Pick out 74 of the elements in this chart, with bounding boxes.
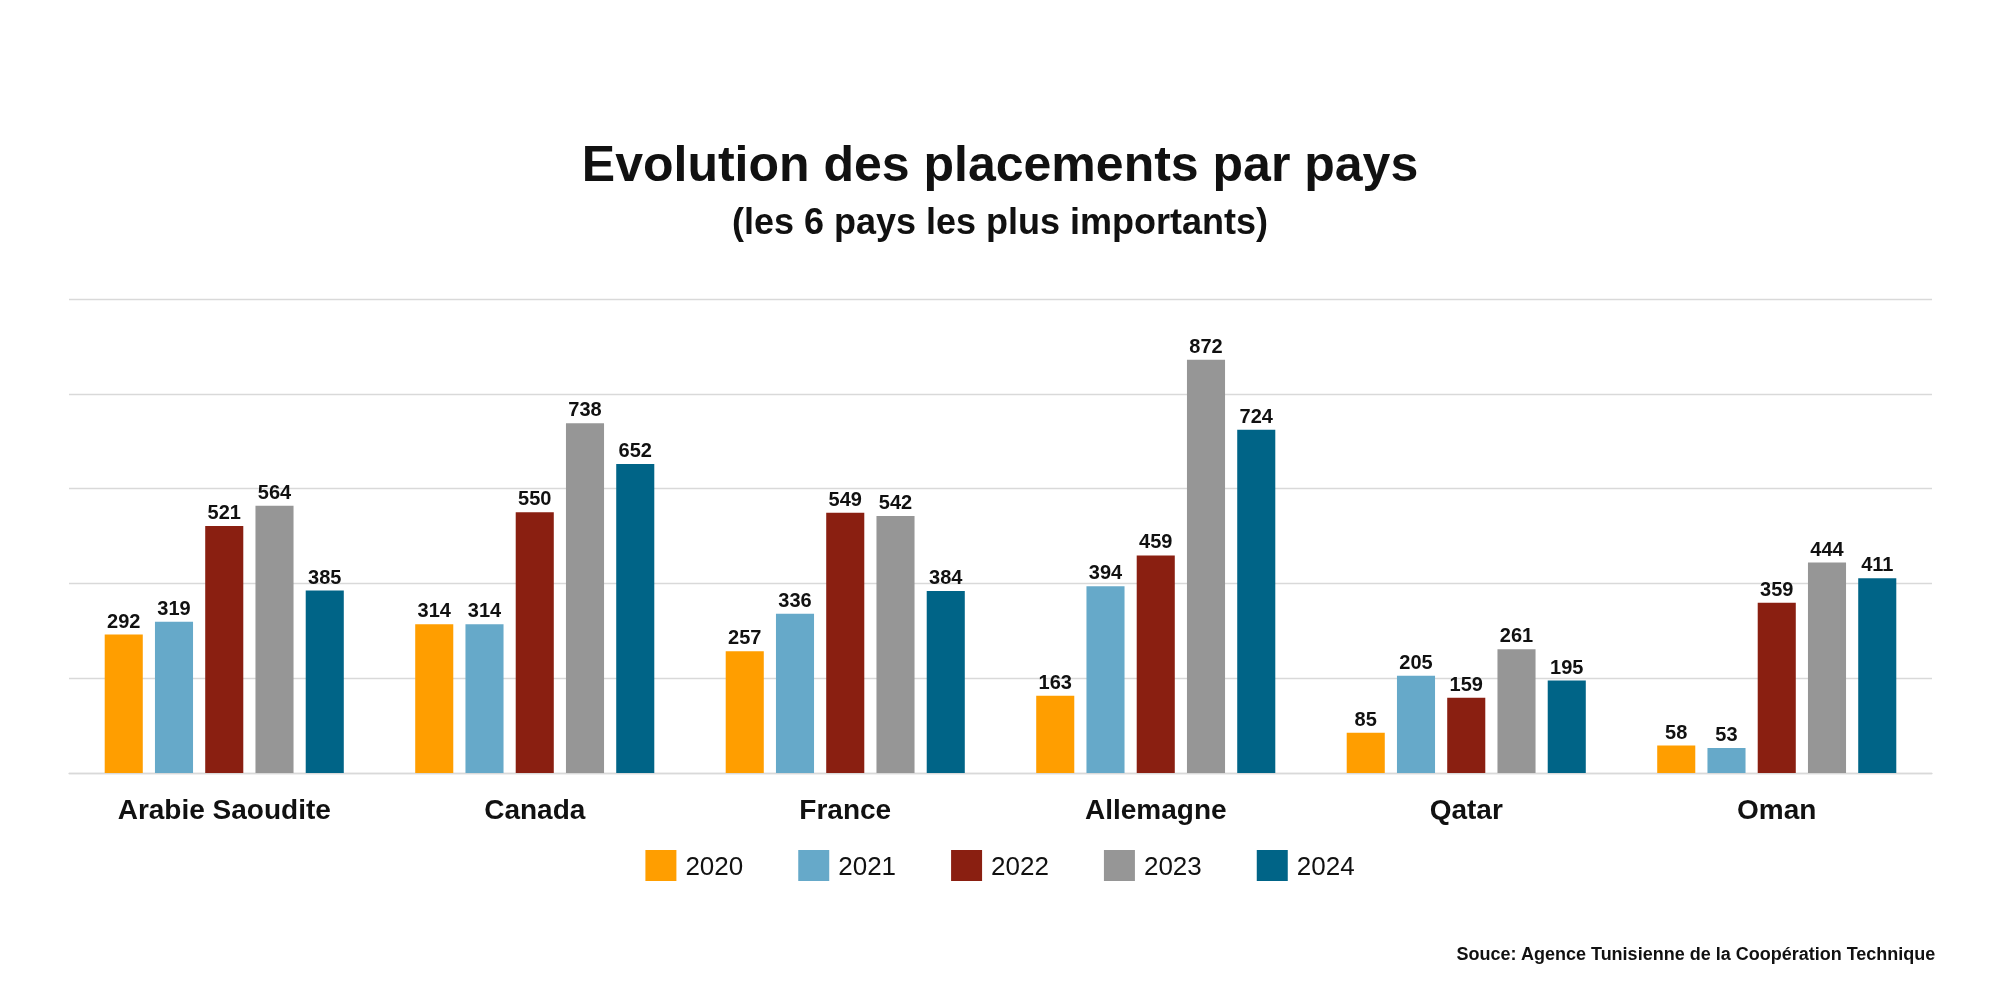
bar (1547, 680, 1586, 773)
data-label: 872 (1189, 334, 1223, 357)
text: Souce: Agence Tunisienne de la Coopération Technique (1456, 944, 1936, 964)
data-label: 724 (1239, 404, 1274, 427)
data-label: 550 (518, 487, 552, 510)
data-label: 411 (1861, 553, 1894, 576)
bar (104, 634, 143, 773)
bar (876, 516, 915, 773)
data-label: 159 (1449, 672, 1483, 695)
bar (1447, 697, 1486, 773)
bar (1707, 747, 1746, 773)
data-label: 314 (467, 599, 503, 622)
data-label: 564 (257, 480, 293, 503)
bar (1186, 359, 1226, 773)
bar (1657, 745, 1696, 773)
chart-subtitle: (les 6 pays les plus importants) (731, 200, 1269, 242)
bar (205, 526, 244, 773)
data-label: 549 (828, 487, 862, 510)
data-label: 292 (107, 609, 141, 632)
data-label: 336 (778, 588, 812, 611)
bar (1396, 675, 1436, 773)
bar (1807, 562, 1847, 773)
data-label: 652 (618, 438, 652, 461)
data-label: 359 (1760, 577, 1794, 600)
legend-label: 2024 (1296, 850, 1355, 881)
data-label: 319 (157, 596, 191, 619)
legend-label: 2022 (991, 850, 1049, 881)
data-label: 261 (1499, 624, 1534, 647)
x-tick-label: Oman (1737, 793, 1817, 825)
data-label: 163 (1038, 670, 1072, 693)
data-label: 542 (878, 491, 913, 514)
data-label: 85 (1354, 707, 1377, 730)
legend-label: 2023 (1143, 850, 1202, 881)
data-label: 205 (1399, 650, 1433, 673)
data-label: 314 (417, 599, 452, 622)
bar (1086, 586, 1125, 773)
bar (154, 621, 194, 773)
legend-label: 2021 (838, 850, 897, 881)
bar (565, 423, 605, 773)
x-tick-label: France (799, 793, 892, 825)
bar (1346, 732, 1385, 773)
data-label: 521 (207, 501, 241, 524)
x-tick-label: Arabie Saoudite (117, 793, 331, 825)
bar (616, 463, 655, 773)
chart-title: Evolution des placements par pays (581, 136, 1419, 192)
bar (1136, 555, 1175, 773)
x-tick-label: Canada (484, 793, 586, 825)
data-label: 459 (1139, 530, 1173, 553)
x-tick-label: Qatar (1429, 793, 1503, 825)
data-label: 394 (1088, 561, 1124, 584)
bar (1757, 602, 1796, 773)
bar (826, 512, 865, 773)
data-label: 385 (308, 565, 342, 588)
bar (1036, 695, 1075, 773)
data-label: 58 (1665, 720, 1688, 743)
bar (926, 590, 965, 773)
bar (305, 590, 344, 773)
data-label: 384 (929, 565, 964, 588)
legend-label: 2020 (685, 850, 744, 881)
bar (415, 624, 454, 773)
bar (775, 613, 815, 773)
bar (515, 512, 554, 773)
data-label: 53 (1715, 722, 1738, 745)
bar (255, 505, 294, 773)
bar (1497, 649, 1536, 773)
data-label: 738 (568, 398, 602, 421)
bar (725, 651, 764, 773)
x-tick-label: Allemagne (1084, 793, 1227, 825)
bar (1237, 429, 1276, 773)
bar (465, 624, 504, 773)
bar (1858, 578, 1897, 773)
data-label: 195 (1550, 655, 1584, 678)
data-label: 444 (1810, 537, 1845, 560)
data-label: 257 (728, 626, 762, 649)
